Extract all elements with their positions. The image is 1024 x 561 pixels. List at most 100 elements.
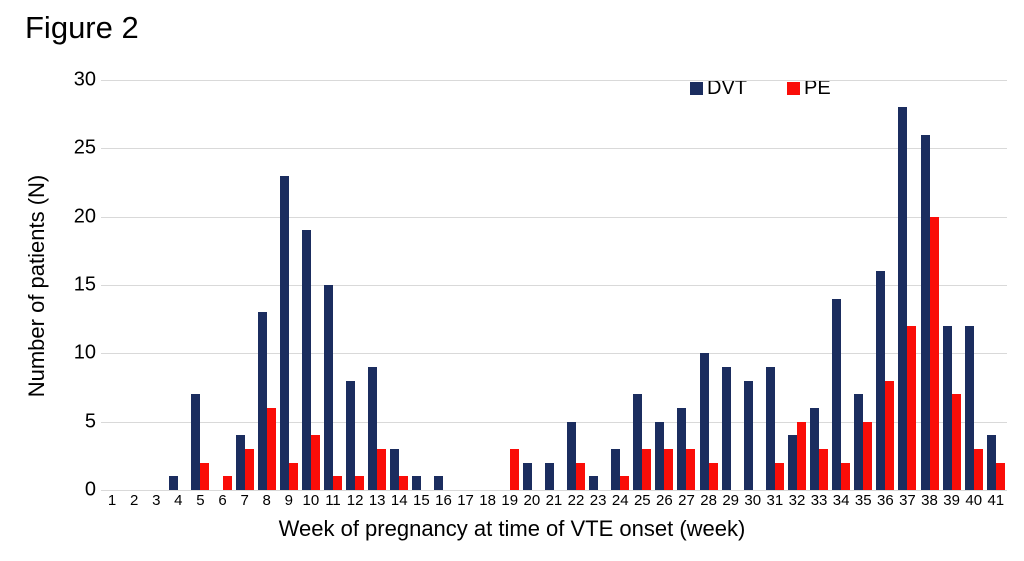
x-tick-label: 35 bbox=[854, 492, 872, 509]
x-tick-label: 39 bbox=[943, 492, 960, 509]
bar-group-week-10 bbox=[300, 80, 322, 490]
dvt-bar-week-21 bbox=[544, 462, 554, 490]
x-tick-label: 34 bbox=[832, 492, 850, 509]
dvt-bar-week-11 bbox=[323, 285, 333, 490]
bar-group-week-23 bbox=[587, 80, 609, 490]
pe-bar-week-31 bbox=[774, 462, 784, 490]
bar-group-week-9 bbox=[278, 80, 300, 490]
pe-bar-week-27 bbox=[686, 449, 696, 490]
bar-group-week-33 bbox=[808, 80, 830, 490]
bar-group-week-26 bbox=[653, 80, 675, 490]
bar-group-week-14 bbox=[388, 80, 410, 490]
bar-groups bbox=[101, 80, 1007, 490]
bar-group-week-6 bbox=[211, 80, 233, 490]
dvt-bar-week-25 bbox=[633, 394, 643, 490]
pe-bar-week-11 bbox=[332, 476, 342, 490]
dvt-bar-week-29 bbox=[721, 367, 731, 490]
x-tick-label: 23 bbox=[589, 492, 607, 509]
dvt-bar-week-22 bbox=[567, 421, 577, 490]
x-tick-label: 7 bbox=[240, 492, 249, 509]
bar-group-week-3 bbox=[145, 80, 167, 490]
pe-bar-week-39 bbox=[951, 394, 961, 490]
x-axis-labels: 1 2 3 4 5 6 7 8 9 10 11 12 13 14 15 16 17 18 19 20 21 22 23 24 2… bbox=[101, 492, 1007, 509]
bar-group-week-31 bbox=[764, 80, 786, 490]
bar-group-week-2 bbox=[123, 80, 145, 490]
gridline bbox=[101, 148, 1007, 150]
legend-label-dvt: DVT bbox=[707, 77, 747, 99]
x-tick-label: 29 bbox=[722, 492, 740, 509]
pe-bar-week-14 bbox=[399, 476, 409, 490]
y-tick-label: 0 bbox=[84, 478, 96, 501]
x-tick-label: 14 bbox=[390, 492, 408, 509]
bar-group-week-32 bbox=[786, 80, 808, 490]
gridline bbox=[101, 80, 1007, 81]
x-tick-label: 8 bbox=[262, 492, 271, 509]
x-tick-label: 11 bbox=[325, 492, 341, 509]
bar-group-week-1 bbox=[101, 80, 123, 490]
x-tick-label: 3 bbox=[152, 492, 161, 509]
bar-group-week-35 bbox=[852, 80, 874, 490]
dvt-bar-week-7 bbox=[235, 435, 245, 490]
x-tick-label: 16 bbox=[435, 492, 452, 509]
x-tick-label: 31 bbox=[766, 492, 784, 509]
pe-bar-week-6 bbox=[222, 476, 232, 490]
bar-group-week-8 bbox=[256, 80, 278, 490]
bar-group-week-25 bbox=[631, 80, 653, 490]
y-tick-label: 25 bbox=[73, 136, 96, 159]
bar-group-week-13 bbox=[366, 80, 388, 490]
pe-bar-week-8 bbox=[266, 408, 276, 490]
dvt-bar-week-5 bbox=[191, 394, 201, 490]
bar-group-week-19 bbox=[499, 80, 521, 490]
pe-bar-week-40 bbox=[973, 449, 983, 490]
legend-label-pe: PE bbox=[804, 77, 831, 99]
bar-group-week-22 bbox=[565, 80, 587, 490]
x-tick-label: 19 bbox=[501, 492, 519, 509]
bar-group-week-27 bbox=[675, 80, 697, 490]
pe-bar-week-9 bbox=[288, 462, 298, 490]
x-tick-label: 32 bbox=[788, 492, 806, 509]
dvt-bar-week-41 bbox=[986, 435, 996, 490]
pe-bar-week-35 bbox=[863, 421, 873, 490]
dvt-bar-week-15 bbox=[412, 476, 422, 490]
dvt-bar-week-39 bbox=[942, 326, 952, 490]
dvt-bar-week-4 bbox=[169, 476, 179, 490]
x-tick-label: 15 bbox=[413, 492, 430, 509]
dvt-bar-week-27 bbox=[677, 408, 687, 490]
bar-group-week-39 bbox=[941, 80, 963, 490]
bar-group-week-7 bbox=[234, 80, 256, 490]
pe-bar-week-32 bbox=[796, 421, 806, 490]
bar-group-week-11 bbox=[322, 80, 344, 490]
dvt-bar-week-20 bbox=[522, 462, 532, 490]
dvt-bar-week-24 bbox=[611, 449, 621, 490]
pe-bar-week-24 bbox=[620, 476, 630, 490]
x-tick-label: 37 bbox=[899, 492, 916, 509]
bar-group-week-24 bbox=[609, 80, 631, 490]
x-tick-label: 26 bbox=[656, 492, 673, 509]
dvt-bar-week-9 bbox=[279, 175, 289, 490]
pe-bar-week-19 bbox=[509, 449, 519, 490]
x-tick-label: 25 bbox=[633, 492, 651, 509]
dvt-bar-week-10 bbox=[301, 230, 311, 490]
bar-group-week-21 bbox=[543, 80, 565, 490]
dvt-bar-week-26 bbox=[655, 421, 665, 490]
x-tick-label: 22 bbox=[567, 492, 585, 509]
x-tick-label: 10 bbox=[302, 492, 320, 509]
pe-bar-week-26 bbox=[664, 449, 674, 490]
x-tick-label: 2 bbox=[129, 492, 139, 509]
x-tick-label: 28 bbox=[700, 492, 717, 509]
bar-group-week-38 bbox=[918, 80, 940, 490]
dvt-bar-week-8 bbox=[257, 312, 267, 490]
bar-group-week-20 bbox=[521, 80, 543, 490]
dvt-bar-week-12 bbox=[346, 380, 356, 490]
dvt-bar-week-30 bbox=[743, 380, 753, 490]
pe-bar-week-5 bbox=[200, 462, 210, 490]
y-tick-label: 10 bbox=[73, 341, 96, 364]
x-tick-label: 41 bbox=[987, 492, 1005, 509]
x-tick-label: 4 bbox=[174, 492, 183, 509]
chart-legend: DVT PE bbox=[690, 77, 831, 100]
bar-group-week-18 bbox=[477, 80, 499, 490]
legend-item-pe: PE bbox=[787, 77, 831, 100]
pe-bar-week-33 bbox=[819, 449, 829, 490]
x-tick-label: 13 bbox=[368, 492, 386, 509]
